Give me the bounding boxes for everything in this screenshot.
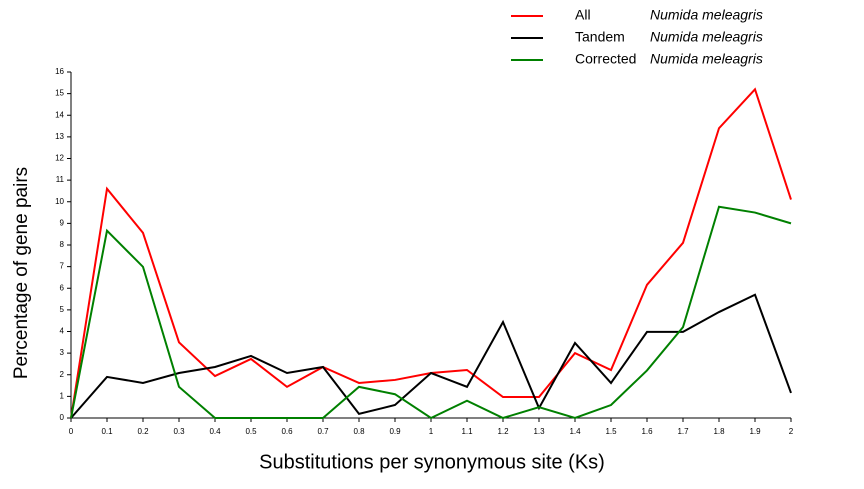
legend-label: Tandem (575, 29, 625, 45)
x-tick-label: 0.4 (209, 427, 221, 436)
y-tick-label: 0 (60, 413, 65, 422)
y-tick-label: 16 (55, 67, 64, 76)
x-tick-label: 0.6 (281, 427, 293, 436)
x-tick-label: 1 (429, 427, 434, 436)
x-tick-label: 1.8 (713, 427, 725, 436)
y-tick-label: 4 (60, 327, 65, 336)
x-tick-label: 1.5 (605, 427, 617, 436)
y-tick-label: 13 (55, 132, 64, 141)
legend-label: All (575, 7, 591, 23)
data-line (70, 205, 792, 420)
legend-species: Numida meleagris (650, 7, 763, 23)
x-tick-label: 0.8 (353, 427, 365, 436)
y-tick-label: 15 (55, 89, 64, 98)
x-tick-label: 2 (789, 427, 794, 436)
y-tick-label: 9 (60, 218, 65, 227)
x-tick-label: 0 (69, 427, 74, 436)
x-tick-label: 0.7 (317, 427, 329, 436)
y-axis-label: Percentage of gene pairs (11, 167, 32, 379)
x-tick-label: 1.1 (461, 427, 473, 436)
y-tick-label: 11 (56, 175, 65, 184)
x-tick-label: 0.9 (389, 427, 401, 436)
x-tick-label: 1.4 (569, 427, 581, 436)
legend-label: Corrected (575, 51, 636, 67)
x-tick-label: 0.5 (245, 427, 257, 436)
x-tick-label: 1.9 (749, 427, 761, 436)
y-tick-label: 1 (60, 391, 65, 400)
x-tick-label: 0.2 (137, 427, 149, 436)
data-line (70, 293, 792, 419)
x-tick-label: 0.3 (173, 427, 185, 436)
y-tick-label: 6 (60, 283, 65, 292)
x-tick-label: 0.1 (101, 427, 113, 436)
y-tick-label: 2 (60, 370, 65, 379)
y-tick-label: 10 (55, 197, 64, 206)
legend-species: Numida meleagris (650, 29, 763, 45)
y-tick-label: 8 (60, 240, 65, 249)
x-axis-label: Substitutions per synonymous site (Ks) (259, 451, 605, 473)
y-tick-label: 7 (60, 262, 65, 271)
x-tick-label: 1.7 (677, 427, 689, 436)
y-tick-label: 5 (60, 305, 65, 314)
x-tick-label: 1.6 (641, 427, 653, 436)
data-line (70, 87, 792, 419)
x-tick-label: 1.3 (533, 427, 545, 436)
x-tick-label: 1.2 (497, 427, 509, 436)
y-tick-label: 12 (55, 154, 64, 163)
y-tick-label: 14 (55, 110, 64, 119)
y-tick-label: 3 (60, 348, 65, 357)
legend-species: Numida meleagris (650, 51, 763, 67)
